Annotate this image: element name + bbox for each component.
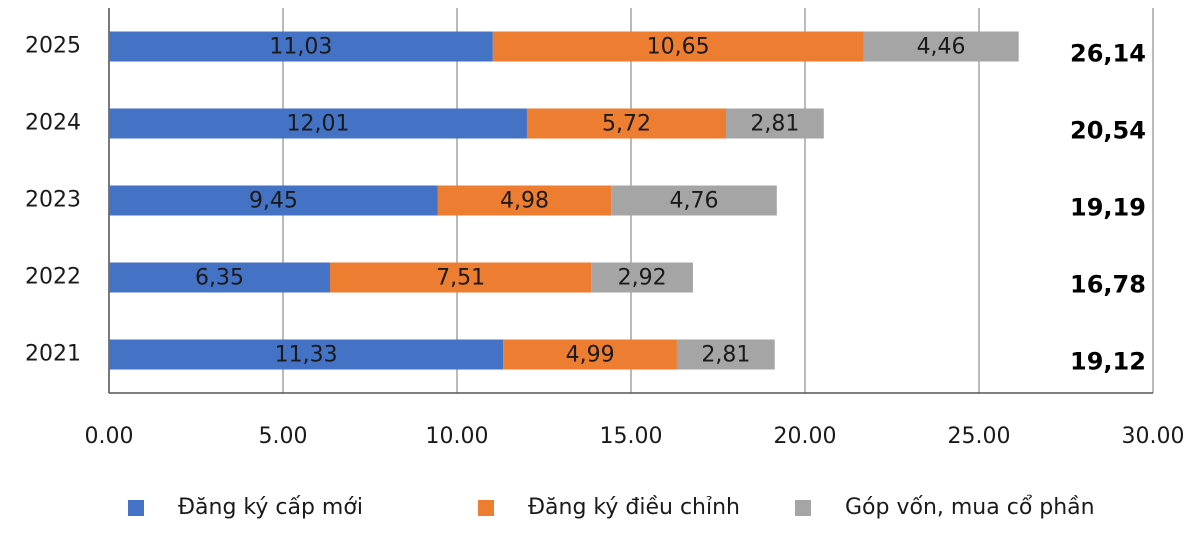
value-label: 11,03 xyxy=(269,35,332,60)
x-tick-label: 20.00 xyxy=(774,424,837,449)
bar-segment xyxy=(329,262,592,293)
total-label: 16,78 xyxy=(1070,271,1146,299)
value-label: 4,98 xyxy=(500,189,549,214)
bar-segment xyxy=(526,108,727,139)
value-label: 7,51 xyxy=(436,266,485,291)
bar-segment xyxy=(109,185,438,216)
legend-label: Đăng ký điều chỉnh xyxy=(528,495,740,520)
x-tick-label: 25.00 xyxy=(948,424,1011,449)
y-tick-label: 2023 xyxy=(25,188,81,213)
y-tick-label: 2025 xyxy=(25,34,81,59)
y-tick-label: 2021 xyxy=(25,342,81,367)
y-tick-label: 2022 xyxy=(25,265,81,290)
total-label: 19,12 xyxy=(1070,348,1146,376)
bar-segment xyxy=(591,262,693,293)
value-label: 4,99 xyxy=(566,343,615,368)
legend-label: Góp vốn, mua cổ phần xyxy=(845,495,1095,520)
bar-segment xyxy=(109,339,504,370)
bar-segment xyxy=(109,108,527,139)
y-tick-label: 2024 xyxy=(25,111,81,136)
legend-swatch xyxy=(478,500,494,516)
bar-segment xyxy=(109,262,330,293)
bar-segment xyxy=(726,108,824,139)
value-label: 11,33 xyxy=(275,343,338,368)
total-label: 26,14 xyxy=(1070,40,1146,68)
x-tick-label: 0.00 xyxy=(85,424,134,449)
bar-segment xyxy=(503,339,677,370)
legend-swatch xyxy=(795,500,811,516)
total-label: 19,19 xyxy=(1070,194,1146,222)
value-label: 12,01 xyxy=(286,112,349,137)
bar-segment xyxy=(863,31,1019,62)
value-label: 9,45 xyxy=(249,189,298,214)
value-label: 2,81 xyxy=(701,343,750,368)
bar-segment xyxy=(492,31,864,62)
total-label: 20,54 xyxy=(1070,117,1146,145)
bar-segment xyxy=(437,185,612,216)
value-label: 4,46 xyxy=(917,35,966,60)
legend-label: Đăng ký cấp mới xyxy=(178,495,363,520)
x-tick-label: 15.00 xyxy=(600,424,663,449)
bar-segment xyxy=(676,339,775,370)
x-tick-label: 5.00 xyxy=(259,424,308,449)
bar-segment xyxy=(611,185,777,216)
value-label: 6,35 xyxy=(195,266,244,291)
value-label: 2,92 xyxy=(618,266,667,291)
value-label: 10,65 xyxy=(647,35,710,60)
value-label: 4,76 xyxy=(669,189,718,214)
value-label: 2,81 xyxy=(750,112,799,137)
value-label: 5,72 xyxy=(602,112,651,137)
x-tick-label: 30.00 xyxy=(1122,424,1185,449)
x-tick-label: 10.00 xyxy=(426,424,489,449)
bar-segment xyxy=(109,31,493,62)
legend-swatch xyxy=(128,500,144,516)
